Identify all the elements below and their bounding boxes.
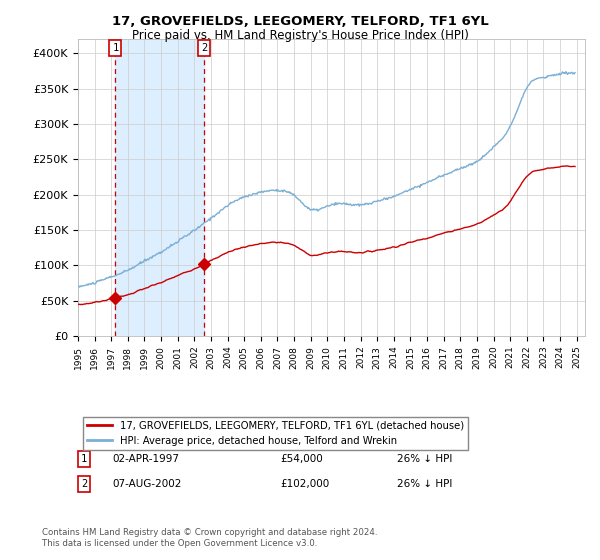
Text: 1: 1 xyxy=(81,454,87,464)
Bar xyxy=(115,39,205,336)
Legend: 17, GROVEFIELDS, LEEGOMERY, TELFORD, TF1 6YL (detached house), HPI: Average pric: 17, GROVEFIELDS, LEEGOMERY, TELFORD, TF1… xyxy=(83,417,468,450)
Text: £54,000: £54,000 xyxy=(281,454,323,464)
Text: £102,000: £102,000 xyxy=(281,479,330,489)
Text: Price paid vs. HM Land Registry's House Price Index (HPI): Price paid vs. HM Land Registry's House … xyxy=(131,29,469,42)
Text: 26% ↓ HPI: 26% ↓ HPI xyxy=(397,479,453,489)
Text: 2: 2 xyxy=(81,479,87,489)
Text: 2: 2 xyxy=(201,43,208,53)
Text: 07-AUG-2002: 07-AUG-2002 xyxy=(112,479,182,489)
Text: 17, GROVEFIELDS, LEEGOMERY, TELFORD, TF1 6YL: 17, GROVEFIELDS, LEEGOMERY, TELFORD, TF1… xyxy=(112,15,488,27)
Text: 02-APR-1997: 02-APR-1997 xyxy=(112,454,179,464)
Text: 26% ↓ HPI: 26% ↓ HPI xyxy=(397,454,453,464)
Text: Contains HM Land Registry data © Crown copyright and database right 2024.
This d: Contains HM Land Registry data © Crown c… xyxy=(42,528,377,548)
Text: 1: 1 xyxy=(112,43,119,53)
